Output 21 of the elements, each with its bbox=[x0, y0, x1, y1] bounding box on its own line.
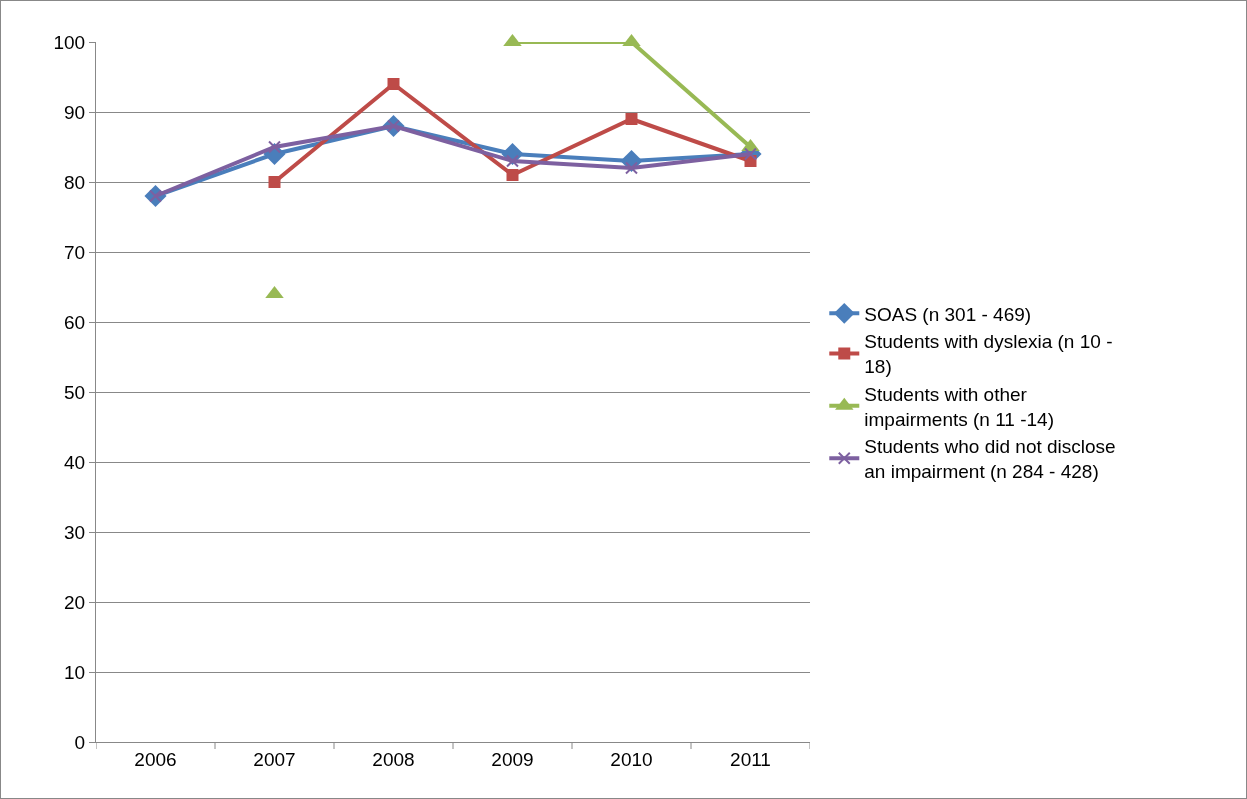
x-tick-label: 2009 bbox=[491, 748, 534, 770]
x-tick-label: 2006 bbox=[134, 748, 177, 770]
legend-label: Students who did not disclose an impairment (n 284 - 428) bbox=[864, 436, 1116, 482]
y-tick-label: 70 bbox=[64, 241, 86, 263]
y-tick-label: 30 bbox=[64, 521, 86, 543]
x-tick-label: 2008 bbox=[372, 748, 415, 770]
legend-label: Students with dyslexia (n 10 - 18) bbox=[864, 331, 1113, 378]
y-tick-label: 80 bbox=[64, 171, 86, 193]
legend-label: SOAS (n 301 - 469) bbox=[864, 303, 1032, 325]
x-tick-label: 2007 bbox=[253, 748, 296, 770]
y-tick-label: 50 bbox=[64, 381, 86, 403]
x-tick-label: 2011 bbox=[730, 748, 771, 770]
y-tick-label: 20 bbox=[64, 591, 86, 613]
y-tick-label: 60 bbox=[64, 311, 86, 333]
y-tick-label: 10 bbox=[64, 661, 86, 683]
y-tick-label: 0 bbox=[74, 731, 86, 753]
y-tick-label: 90 bbox=[64, 101, 86, 123]
y-tick-label: 100 bbox=[53, 31, 86, 53]
y-tick-label: 40 bbox=[64, 451, 86, 473]
legend-label: Students with other impairments (n 11 -14) bbox=[864, 383, 1054, 430]
x-tick-label: 2010 bbox=[610, 748, 653, 770]
